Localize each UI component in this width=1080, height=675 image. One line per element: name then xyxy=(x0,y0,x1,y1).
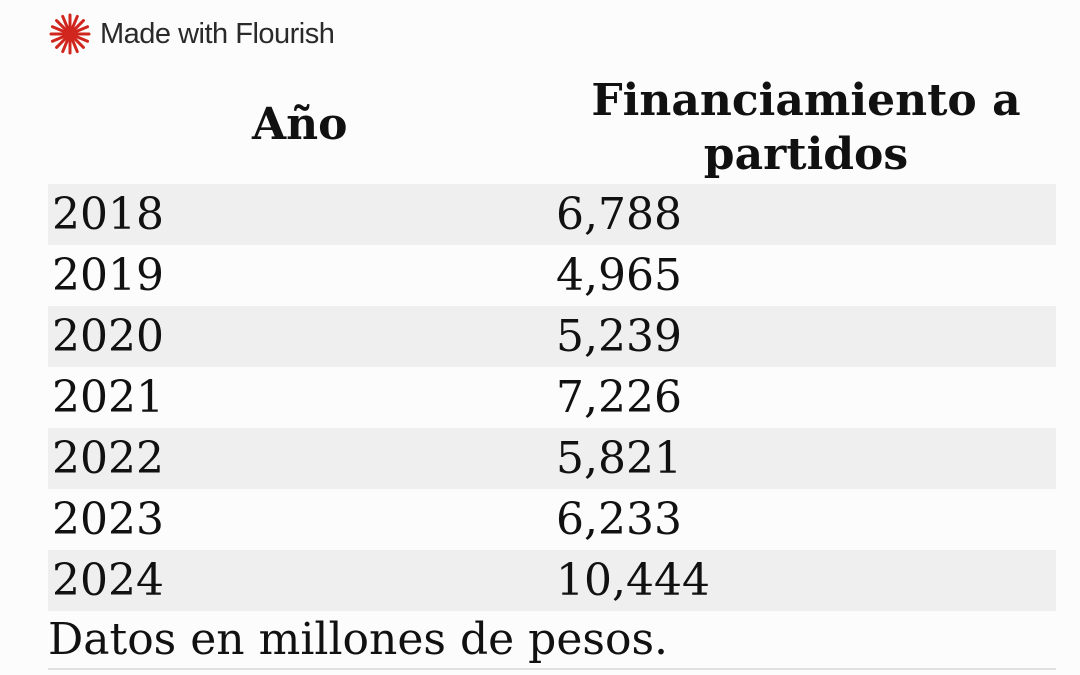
table-row: 2018 6,788 xyxy=(48,184,1056,245)
made-with-flourish-link[interactable]: Made with Flourish xyxy=(48,13,335,55)
cell-year: 2020 xyxy=(52,311,164,362)
cell-financing-value: 6,233 xyxy=(556,494,682,545)
data-table: Año Financiamiento a partidos 2018 6,788 2… xyxy=(48,68,1056,611)
cell-financing-value: 5,239 xyxy=(556,311,682,362)
cell-year: 2022 xyxy=(52,433,164,484)
cell-year: 2019 xyxy=(52,250,164,301)
footnote: Datos en millones de pesos. xyxy=(48,614,669,665)
table-row: 2022 5,821 xyxy=(48,428,1056,489)
table-body: 2018 6,788 2019 4,965 2020 5,239 2021 7,226 2022… xyxy=(48,184,1056,611)
column-header-value-line-1: Financiamiento a xyxy=(591,75,1021,126)
column-header-year: Año xyxy=(252,99,348,150)
table-row: 2021 7,226 xyxy=(48,367,1056,428)
cell-financing-value: 4,965 xyxy=(556,250,682,301)
column-header-value-line-2: partidos xyxy=(703,129,909,180)
attribution-text: Made with Flourish xyxy=(100,17,335,50)
cell-year: 2021 xyxy=(52,372,164,423)
cell-year: 2023 xyxy=(52,494,164,545)
cell-financing-value: 5,821 xyxy=(556,433,682,484)
table-row: 2020 5,239 xyxy=(48,306,1056,367)
table-header: Año Financiamiento a partidos xyxy=(48,68,1056,184)
footnote-divider xyxy=(48,668,1056,670)
table-row: 2023 6,233 xyxy=(48,489,1056,550)
cell-financing-value: 10,444 xyxy=(556,555,710,606)
cell-year: 2018 xyxy=(52,189,164,240)
table-row: 2024 10,444 xyxy=(48,550,1056,611)
cell-year: 2024 xyxy=(52,555,164,606)
cell-financing-value: 6,788 xyxy=(556,189,682,240)
table-row: 2019 4,965 xyxy=(48,245,1056,306)
column-header-value: Financiamiento a partidos xyxy=(556,74,1056,182)
cell-financing-value: 7,226 xyxy=(556,372,682,423)
flourish-starburst-icon xyxy=(49,13,91,55)
